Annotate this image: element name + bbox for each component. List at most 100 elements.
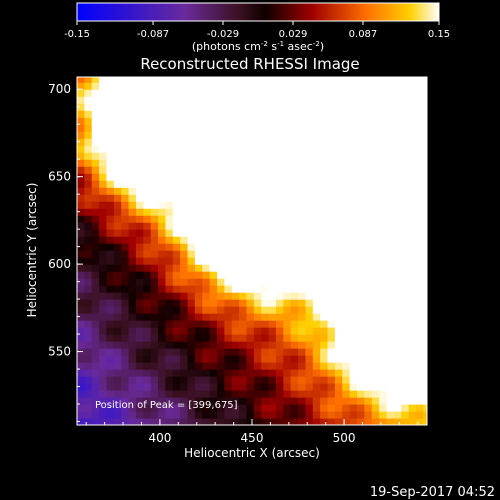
- heatmap-cell: [342, 313, 351, 321]
- heatmap-cell: [268, 404, 277, 412]
- heatmap-cell: [194, 159, 203, 167]
- heatmap-cell: [261, 180, 270, 188]
- heatmap-cell: [135, 110, 144, 118]
- heatmap-cell: [172, 334, 181, 342]
- heatmap-cell: [342, 334, 351, 342]
- heatmap-cell: [150, 250, 159, 258]
- heatmap-cell: [357, 369, 365, 377]
- heatmap-cell: [209, 369, 218, 377]
- heatmap-cell: [423, 110, 427, 118]
- heatmap-cell: [408, 313, 417, 321]
- heatmap-cell: [415, 341, 424, 349]
- heatmap-cell: [84, 138, 93, 146]
- heatmap-cell: [77, 383, 85, 391]
- heatmap-cell: [187, 264, 196, 272]
- heatmap-cell: [194, 306, 203, 314]
- heatmap-cell: [224, 194, 233, 202]
- heatmap-cell: [231, 404, 240, 412]
- heatmap-cell: [275, 208, 284, 216]
- heatmap-cell: [128, 250, 137, 258]
- heatmap-cell: [106, 334, 115, 342]
- heatmap-cell: [423, 306, 427, 314]
- heatmap-cell: [217, 77, 225, 83]
- heatmap-cell: [379, 383, 388, 391]
- heatmap-cell: [246, 383, 255, 391]
- heatmap-cell: [320, 292, 329, 300]
- heatmap-cell: [224, 187, 233, 195]
- heatmap-cell: [150, 89, 159, 97]
- heatmap-cell: [158, 257, 167, 265]
- heatmap-cell: [364, 362, 373, 370]
- heatmap-cell: [320, 229, 329, 237]
- heatmap-cell: [99, 369, 108, 377]
- heatmap-cell: [327, 117, 336, 125]
- heatmap-cell: [275, 152, 284, 160]
- heatmap-cell: [386, 348, 395, 356]
- heatmap-cell: [290, 110, 299, 118]
- heatmap-cell: [128, 383, 137, 391]
- heatmap-cell: [312, 222, 321, 230]
- heatmap-cell: [135, 89, 144, 97]
- heatmap-cell: [143, 82, 152, 90]
- heatmap-cell: [99, 243, 108, 251]
- heatmap-cell: [158, 376, 167, 384]
- heatmap-cell: [224, 418, 233, 425]
- heatmap-cell: [261, 250, 270, 258]
- heatmap-cell: [342, 278, 351, 286]
- heatmap-cell: [194, 77, 203, 83]
- heatmap-cell: [143, 264, 152, 272]
- heatmap-cell: [158, 390, 167, 398]
- heatmap-cell: [275, 411, 284, 419]
- heatmap-cell: [202, 103, 211, 111]
- heatmap-cell: [357, 278, 365, 286]
- heatmap-cell: [246, 327, 255, 335]
- heatmap-cell: [150, 96, 159, 104]
- heatmap-cell: [128, 124, 137, 132]
- heatmap-cell: [113, 355, 122, 363]
- heatmap-cell: [371, 355, 380, 363]
- heatmap-cell: [180, 166, 189, 174]
- heatmap-cell: [99, 278, 108, 286]
- heatmap-cell: [113, 138, 122, 146]
- heatmap-cell: [91, 117, 100, 125]
- heatmap-cell: [275, 96, 284, 104]
- heatmap-cell: [158, 96, 167, 104]
- heatmap-cell: [239, 327, 248, 335]
- heatmap-cell: [371, 257, 380, 265]
- heatmap-cell: [187, 348, 196, 356]
- heatmap-cell: [113, 264, 122, 272]
- heatmap-cell: [379, 278, 388, 286]
- heatmap-cell: [91, 418, 100, 425]
- heatmap-cell: [187, 201, 196, 209]
- heatmap-cell: [290, 152, 299, 160]
- heatmap-cell: [239, 236, 248, 244]
- heatmap-cell: [415, 82, 424, 90]
- heatmap-cell: [180, 159, 189, 167]
- heatmap-cell: [305, 236, 314, 244]
- heatmap-cell: [283, 152, 292, 160]
- heatmap-cell: [143, 187, 152, 195]
- heatmap-cell: [106, 341, 115, 349]
- heatmap-cell: [187, 362, 196, 370]
- heatmap-cell: [143, 117, 152, 125]
- heatmap-cell: [165, 418, 174, 425]
- heatmap-cell: [209, 236, 218, 244]
- heatmap-cell: [408, 306, 417, 314]
- heatmap-cell: [84, 194, 93, 202]
- heatmap-cell: [364, 306, 373, 314]
- heatmap-cell: [99, 77, 108, 83]
- heatmap-cell: [165, 145, 174, 153]
- heatmap-cell: [187, 82, 196, 90]
- heatmap-cell: [165, 362, 174, 370]
- heatmap-cell: [290, 201, 299, 209]
- heatmap-cell: [253, 82, 262, 90]
- heatmap-cell: [172, 327, 181, 335]
- heatmap-cell: [217, 201, 225, 209]
- heatmap-cell: [180, 124, 189, 132]
- heatmap-cell: [99, 313, 108, 321]
- heatmap-cell: [393, 383, 402, 391]
- heatmap-cell: [246, 334, 255, 342]
- heatmap-cell: [305, 327, 314, 335]
- heatmap-cell: [379, 257, 388, 265]
- heatmap-cell: [180, 404, 189, 412]
